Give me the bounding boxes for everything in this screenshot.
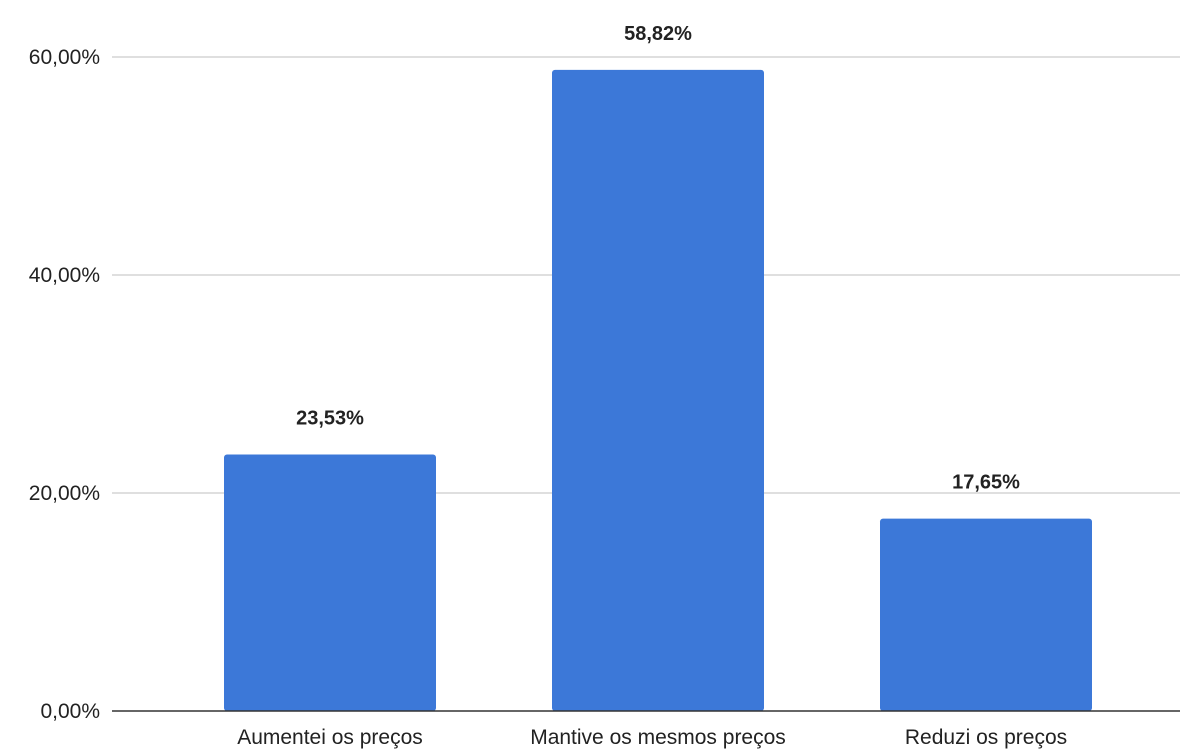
y-tick-label: 60,00%: [29, 46, 100, 69]
bars: [224, 69, 1092, 711]
x-category-label: Aumentei os preços: [237, 726, 423, 749]
x-axis-categories: Aumentei os preços Mantive os mesmos preç…: [237, 726, 1067, 749]
bar: [224, 454, 436, 711]
x-category-label: Mantive os mesmos preços: [530, 726, 786, 749]
bar: [880, 518, 1092, 711]
y-tick-label: 0,00%: [40, 700, 100, 723]
y-tick-label: 40,00%: [29, 264, 100, 287]
data-labels: 23,53% 58,82% 17,65%: [296, 23, 1020, 494]
y-axis-ticks: 0,00% 20,00% 40,00% 60,00%: [29, 46, 100, 723]
x-category-label: Reduzi os preços: [905, 726, 1067, 749]
data-label: 23,53%: [296, 408, 364, 430]
y-tick-label: 20,00%: [29, 482, 100, 505]
bar: [552, 69, 764, 711]
data-label: 17,65%: [952, 472, 1020, 494]
data-label: 58,82%: [624, 23, 692, 45]
